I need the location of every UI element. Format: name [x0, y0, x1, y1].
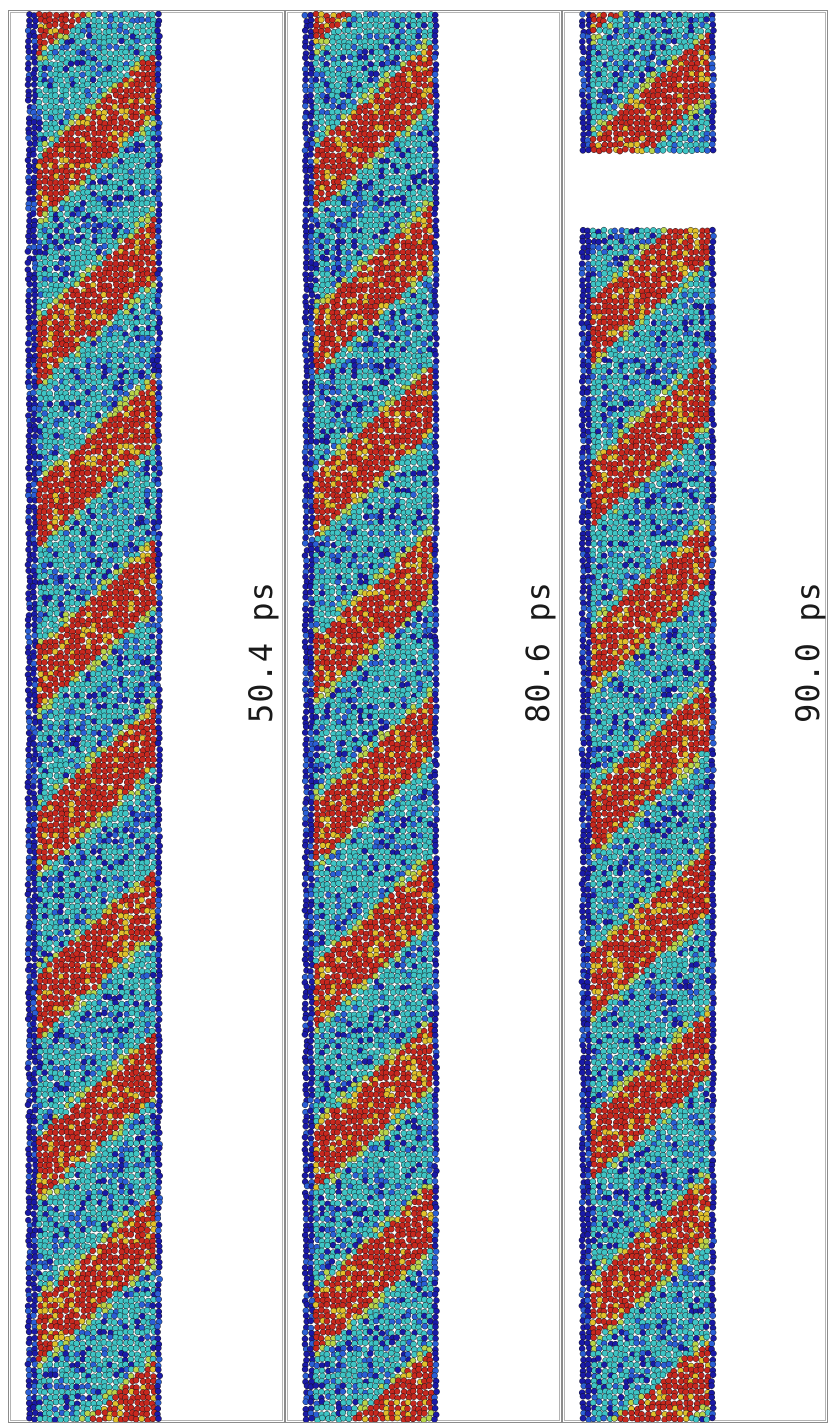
snapshot-panel-2: 80.6 ps: [285, 10, 562, 1423]
nanowire-atoms-1: [24, 11, 163, 1422]
time-label-1: 50.4 ps: [242, 581, 280, 723]
nanowire-atoms-2: [301, 11, 440, 1422]
nanowire-atoms-3: [578, 11, 717, 1422]
time-label-3: 90.0 ps: [789, 581, 827, 723]
snapshot-panel-3: 90.0 ps: [562, 10, 828, 1423]
time-label-2: 80.6 ps: [519, 581, 557, 723]
snapshot-panel-1: 50.4 ps: [8, 10, 285, 1423]
